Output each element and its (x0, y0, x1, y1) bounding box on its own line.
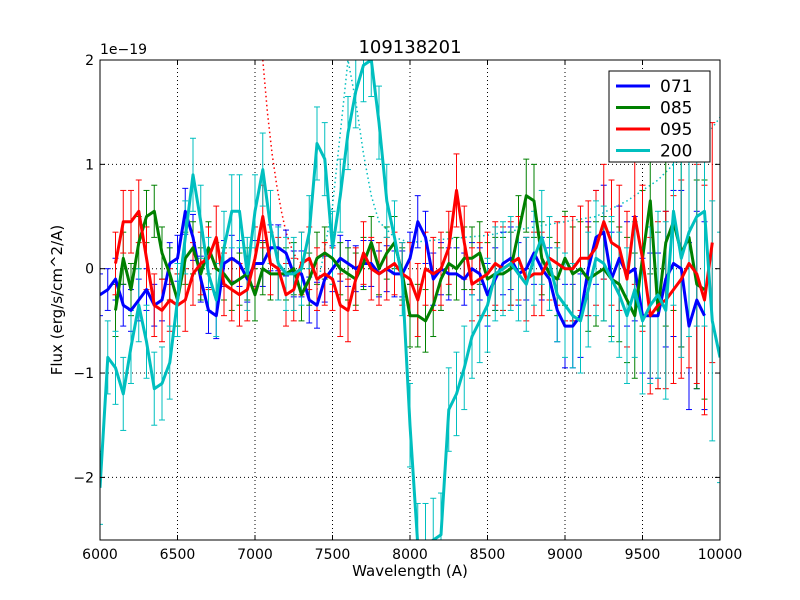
x-tick-label: 6000 (82, 547, 118, 563)
legend-label-095: 095 (660, 120, 692, 140)
series-line-095 (114, 188, 714, 318)
x-axis-label: Wavelength (A) (352, 562, 468, 580)
x-tick-label: 7000 (237, 547, 273, 563)
axis-ticks: 6000 6500 7000 7500 8000 8500 9000 9500 10000 −2 −… (73, 53, 742, 563)
y-axis-label: Flux (erg/s/cm^2/A) (48, 225, 66, 376)
x-tick-label: 9500 (625, 547, 661, 563)
legend-label-085: 085 (660, 99, 692, 119)
y-tick-label: 0 (85, 262, 94, 278)
series-line-085 (114, 194, 706, 323)
y-offset-label: 1e−19 (100, 42, 147, 58)
legend-label-071: 071 (660, 77, 692, 97)
y-tick-label: −2 (73, 470, 94, 486)
x-tick-label: 7500 (315, 547, 351, 563)
x-tick-label: 8500 (470, 547, 506, 563)
x-tick-label: 9000 (547, 547, 583, 563)
y-tick-label: 2 (85, 53, 94, 69)
x-tick-label: 6500 (160, 547, 196, 563)
y-tick-label: 1 (85, 157, 94, 173)
x-tick-label: 10000 (698, 547, 743, 563)
data-layer (100, 60, 720, 540)
chart-title: 109138201 (358, 37, 461, 58)
series-line-200 (100, 60, 720, 540)
model-curve-200 (316, 60, 720, 290)
y-tick-label: −1 (73, 366, 94, 382)
x-tick-label: 8000 (392, 547, 428, 563)
legend-label-200: 200 (660, 142, 692, 162)
